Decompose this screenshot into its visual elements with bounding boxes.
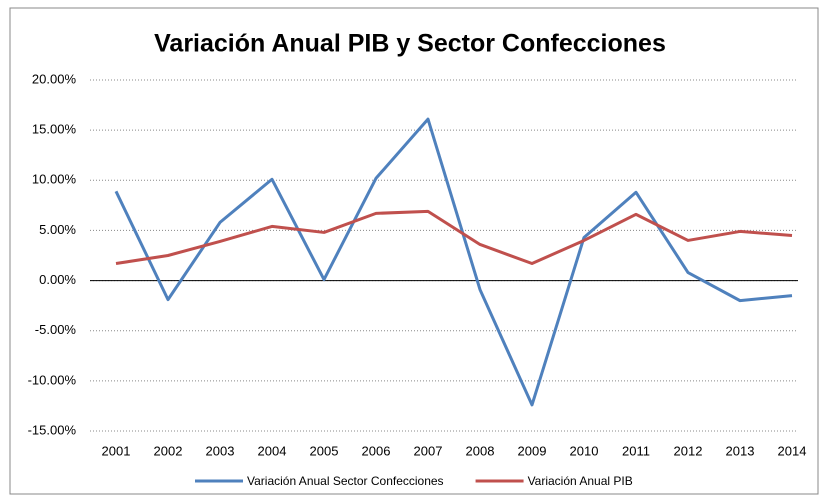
x-tick-label: 2013	[726, 443, 755, 458]
x-tick-label: 2001	[102, 443, 131, 458]
series-line	[114, 117, 793, 407]
x-tick-label: 2006	[362, 443, 391, 458]
y-tick-label: 15.00%	[32, 122, 77, 137]
y-tick-label: 20.00%	[32, 71, 77, 86]
y-tick-label: 0.00%	[39, 272, 76, 287]
x-tick-label: 2012	[674, 443, 703, 458]
y-tick-label: 5.00%	[39, 222, 76, 237]
x-tick-label: 2009	[518, 443, 547, 458]
legend-label: Variación Anual Sector Confecciones	[247, 474, 444, 488]
series-line	[115, 209, 793, 266]
chart-border	[9, 7, 819, 495]
x-tick-label: 2003	[206, 443, 235, 458]
x-tick-label: 2008	[466, 443, 495, 458]
y-tick-label: -5.00%	[35, 322, 77, 337]
x-tick-label: 2004	[258, 443, 287, 458]
x-tick-label: 2014	[778, 443, 807, 458]
x-tick-label: 2002	[154, 443, 183, 458]
x-tick-label: 2011	[622, 443, 650, 458]
chart-title: Variación Anual PIB y Sector Confeccione…	[154, 30, 666, 58]
x-tick-label: 2005	[310, 443, 339, 458]
x-tick-label: 2010	[570, 443, 599, 458]
legend-label: Variación Anual PIB	[528, 474, 633, 488]
x-tick-label: 2007	[414, 443, 443, 458]
y-tick-label: -10.00%	[28, 372, 77, 387]
y-tick-label: 10.00%	[32, 172, 77, 187]
y-tick-label: -15.00%	[28, 422, 77, 437]
